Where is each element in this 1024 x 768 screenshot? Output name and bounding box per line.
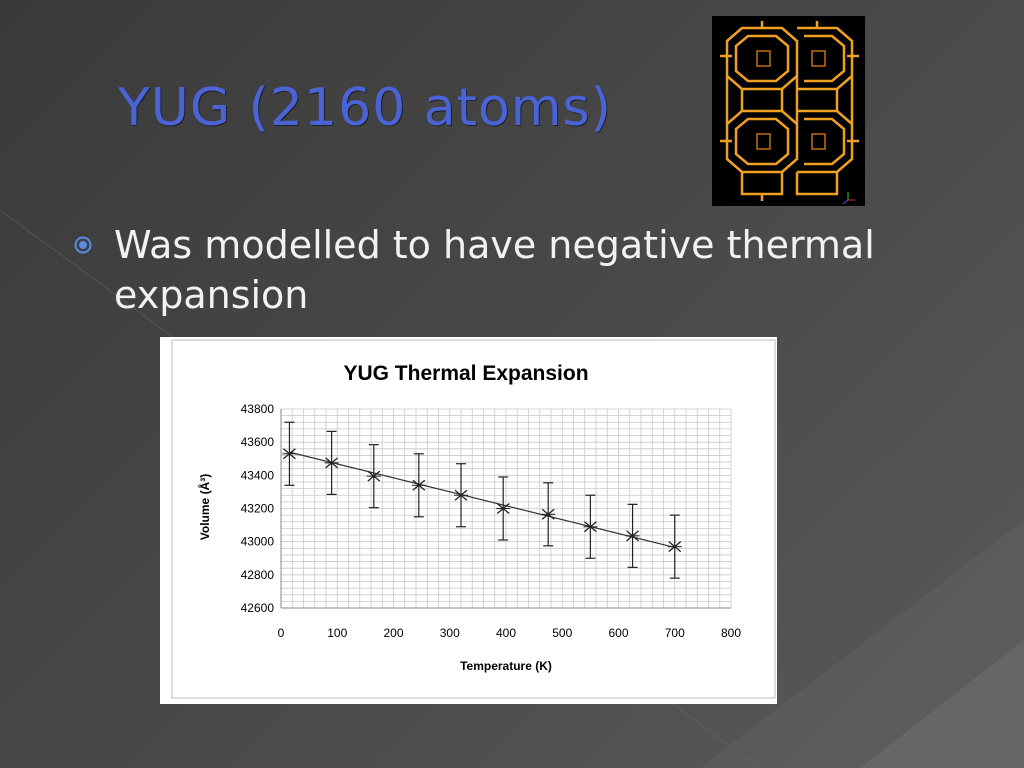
target-bullet-icon <box>74 236 92 254</box>
trendline <box>289 451 675 549</box>
y-tick-label: 43400 <box>241 468 275 482</box>
data-point <box>496 476 511 541</box>
data-point <box>625 503 640 568</box>
x-tick-label: 100 <box>327 626 347 640</box>
chart-frame <box>171 339 776 699</box>
x-tick-label: 200 <box>383 626 403 640</box>
zeolite-structure-image <box>712 16 865 206</box>
y-tick-label: 42600 <box>241 601 275 615</box>
x-tick-label: 600 <box>608 626 628 640</box>
zeolite-structure-icon <box>720 21 859 205</box>
x-tick-label: 400 <box>496 626 516 640</box>
chart-container: 0 100 200 300 400 500 600 700 800 42600 42800 43000… <box>160 337 777 704</box>
x-tick-label: 0 <box>278 626 285 640</box>
data-point <box>541 482 556 547</box>
y-tick-label: 43600 <box>241 435 275 449</box>
x-tick-label: 700 <box>665 626 685 640</box>
x-tick-label: 300 <box>440 626 460 640</box>
y-tick-label: 43000 <box>241 535 275 549</box>
data-point <box>583 494 598 559</box>
slide-title: YUG (2160 atoms) <box>118 78 612 138</box>
data-point <box>454 463 468 528</box>
y-axis-label: Volume (Å³) <box>197 474 212 540</box>
x-axis-label: Temperature (K) <box>460 659 552 673</box>
data-point <box>667 514 682 579</box>
bullet-text: Was modelled to have negative thermal ex… <box>114 223 875 317</box>
data-point <box>324 430 339 496</box>
x-tick-label: 500 <box>552 626 572 640</box>
data-point <box>282 421 297 486</box>
y-tick-label: 43800 <box>241 402 275 416</box>
thermal-expansion-chart: 0 100 200 300 400 500 600 700 800 42600 42800 43000… <box>171 339 776 699</box>
x-tick-label: 800 <box>721 626 741 640</box>
y-tick-label: 43200 <box>241 502 275 516</box>
data-point <box>411 453 426 518</box>
chart-title: YUG Thermal Expansion <box>343 362 588 385</box>
data-point <box>366 444 381 509</box>
y-tick-label: 42800 <box>241 568 275 582</box>
